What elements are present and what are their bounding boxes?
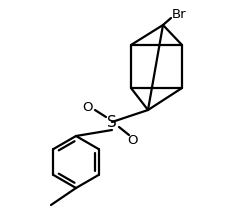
Text: Br: Br (171, 8, 186, 20)
Text: O: O (127, 133, 138, 147)
Text: S: S (107, 115, 116, 129)
Text: O: O (82, 101, 93, 113)
